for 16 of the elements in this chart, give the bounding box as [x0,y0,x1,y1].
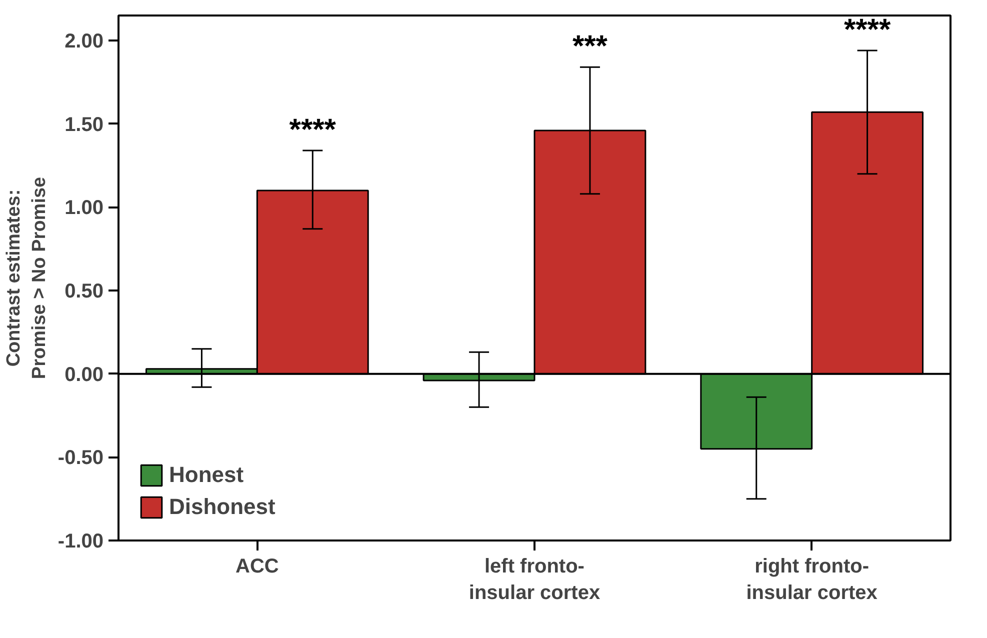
y-tick-label: -1.00 [58,530,104,552]
x-tick-label: ACC [236,556,279,578]
y-tick-label: 1.50 [64,114,104,136]
y-axis-title: Contrast estimates: Promise > No Promise [4,176,50,380]
x-tick-label: left fronto- insular cortex [468,556,600,604]
annotation: **** [289,114,336,146]
annotation: **** [844,14,891,46]
x-tick-label: right fronto- insular cortex [746,556,878,604]
legend-label: Honest [169,462,244,488]
legend-label: Dishonest [169,494,276,520]
y-tick-label: -0.50 [58,447,104,470]
y-tick-label: 0.50 [64,280,104,302]
y-tick-label: 2.00 [64,30,104,52]
y-tick-label: 0.00 [64,364,104,386]
annotation: *** [572,30,608,64]
y-tick-label: 1.00 [64,197,104,220]
